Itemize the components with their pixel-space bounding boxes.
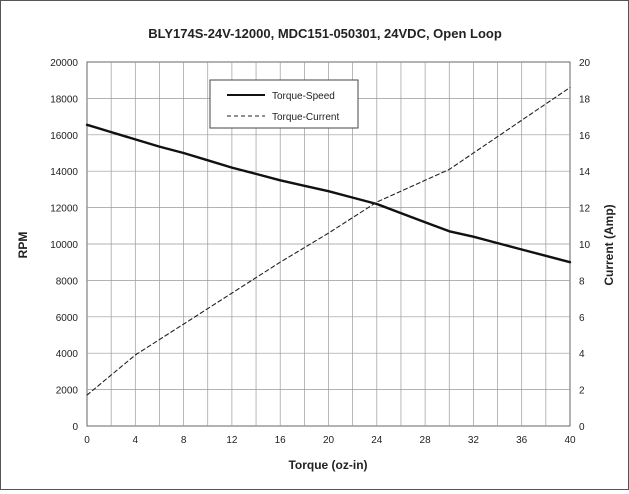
y2-tick-label: 2	[579, 386, 585, 397]
y2-tick-label: 14	[579, 167, 591, 178]
y2-tick-label: 18	[579, 94, 591, 105]
series-line-torque-speed	[85, 123, 572, 264]
legend-label-torque-speed: Torque-Speed	[272, 91, 335, 102]
y-tick-label: 16000	[50, 131, 78, 142]
y2-tick-labels: 0 2 4 6 8 10 12 14 16 18 20	[579, 58, 591, 433]
x-tick-label: 16	[275, 435, 287, 446]
y2-tick-label: 12	[579, 204, 591, 215]
x-tick-label: 0	[84, 435, 90, 446]
y-tick-label: 4000	[56, 349, 79, 360]
x-tick-label: 24	[371, 435, 383, 446]
y-tick-label: 14000	[50, 167, 78, 178]
y2-axis-title: Current (Amp)	[602, 204, 616, 285]
y-tick-label: 6000	[56, 313, 79, 324]
legend-box	[209, 79, 359, 129]
x-tick-label: 8	[181, 435, 187, 446]
y2-tick-label: 16	[579, 131, 591, 142]
y-tick-label: 8000	[56, 276, 79, 287]
x-tick-label: 40	[564, 435, 576, 446]
legend-label-torque-current: Torque-Current	[272, 112, 339, 123]
x-axis-title: Torque (oz-in)	[288, 458, 367, 472]
y-tick-label: 20000	[50, 58, 78, 69]
y2-tick-label: 10	[579, 240, 591, 251]
y2-tick-label: 6	[579, 313, 585, 324]
y-tick-label: 2000	[56, 386, 79, 397]
x-tick-label: 20	[323, 435, 335, 446]
y-tick-label: 0	[72, 422, 78, 433]
y2-tick-label: 20	[579, 58, 591, 69]
x-tick-label: 12	[226, 435, 238, 446]
y-tick-label: 10000	[50, 240, 78, 251]
chart-title: BLY174S-24V-12000, MDC151-050301, 24VDC,…	[148, 26, 502, 41]
y-tick-label: 18000	[50, 94, 78, 105]
y-axis-title: RPM	[16, 232, 30, 259]
x-tick-labels: 0 4 8 12 16 20 24 28 32 36 40	[84, 435, 576, 446]
x-tick-label: 36	[516, 435, 528, 446]
x-tick-label: 32	[468, 435, 480, 446]
grid-horizontal	[87, 98, 570, 390]
series-line-torque-current	[86, 86, 571, 396]
y2-tick-label: 8	[579, 276, 585, 287]
x-tick-label: 4	[133, 435, 139, 446]
legend: Torque-Speed Torque-Current	[209, 79, 359, 129]
x-tick-label: 28	[420, 435, 432, 446]
series-layer	[85, 86, 572, 396]
y-tick-labels: 0 2000 4000 6000 8000 10000 12000 14000 16000 180…	[50, 58, 78, 433]
y2-tick-label: 0	[579, 422, 585, 433]
y-tick-label: 12000	[50, 204, 78, 215]
y2-tick-label: 4	[579, 349, 585, 360]
